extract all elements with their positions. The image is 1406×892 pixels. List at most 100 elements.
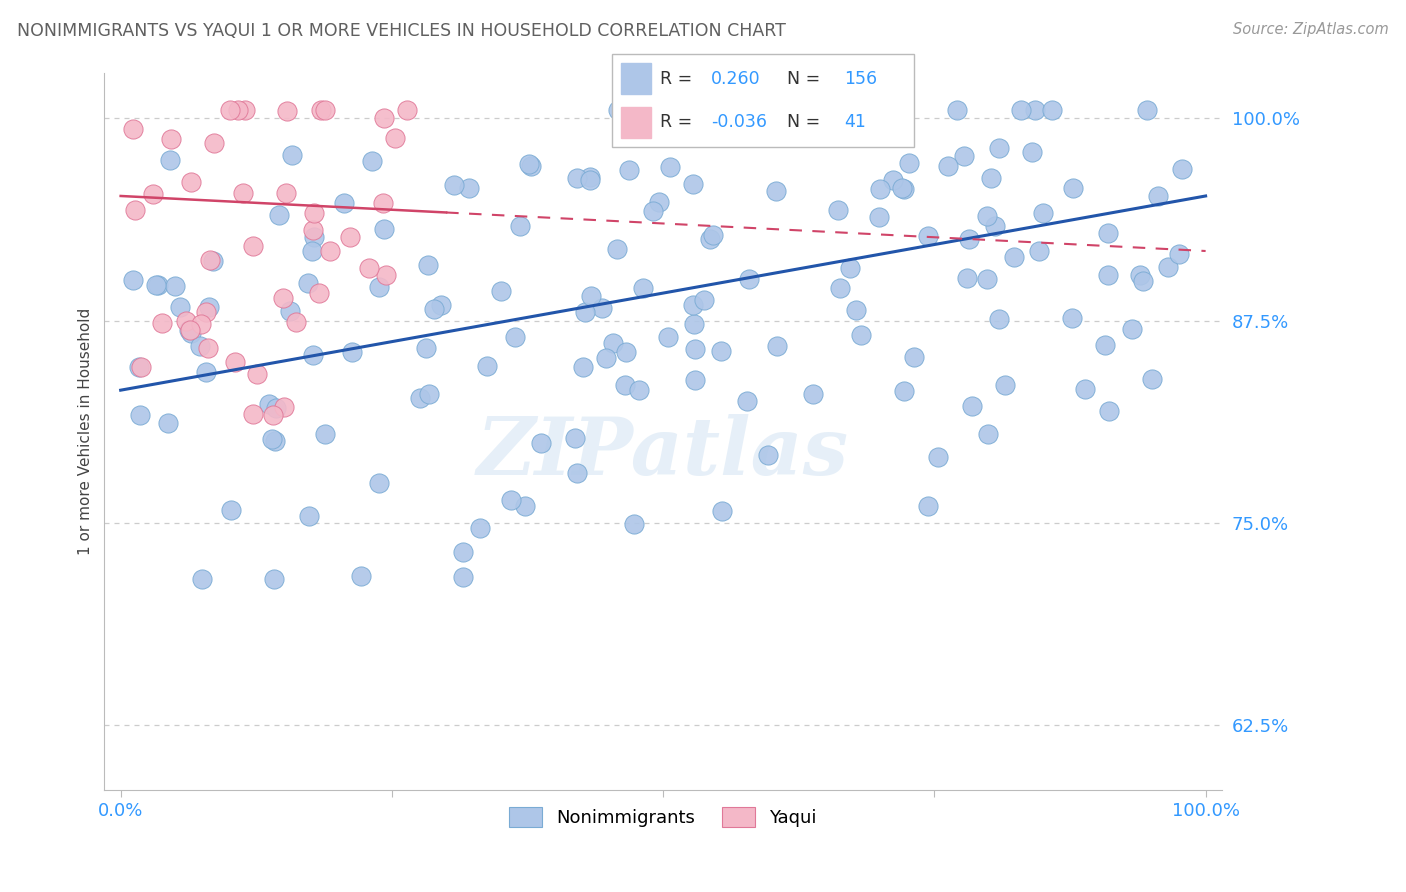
- Point: [614, 345, 637, 359]
- Point: [683, 342, 706, 356]
- Point: [658, 160, 681, 174]
- Point: [159, 153, 181, 168]
- Point: [297, 277, 319, 291]
- Point: [1002, 251, 1025, 265]
- Point: [418, 387, 440, 401]
- Point: [692, 293, 714, 308]
- Text: NONIMMIGRANTS VS YAQUI 1 OR MORE VEHICLES IN HOUSEHOLD CORRELATION CHART: NONIMMIGRANTS VS YAQUI 1 OR MORE VEHICLE…: [17, 22, 786, 40]
- Point: [169, 300, 191, 314]
- Point: [202, 253, 225, 268]
- Point: [984, 219, 1007, 234]
- Point: [980, 170, 1002, 185]
- Point: [683, 373, 706, 387]
- Point: [191, 572, 214, 586]
- Point: [839, 260, 862, 275]
- Point: [489, 284, 512, 298]
- Point: [180, 175, 202, 189]
- Point: [976, 426, 998, 441]
- Bar: [620, 63, 651, 94]
- Point: [682, 177, 704, 191]
- Point: [513, 500, 536, 514]
- Point: [773, 120, 796, 135]
- Legend: Nonimmigrants, Yaqui: Nonimmigrants, Yaqui: [502, 799, 824, 835]
- Point: [1129, 268, 1152, 282]
- Point: [530, 436, 553, 450]
- Point: [631, 281, 654, 295]
- Point: [849, 328, 872, 343]
- Point: [657, 330, 679, 344]
- Point: [976, 272, 998, 286]
- Point: [1028, 244, 1050, 258]
- Text: 0.260: 0.260: [711, 70, 761, 87]
- Point: [1140, 372, 1163, 386]
- Point: [246, 367, 269, 381]
- Point: [262, 408, 284, 422]
- Point: [765, 339, 787, 353]
- Point: [190, 317, 212, 331]
- Point: [828, 103, 851, 118]
- Point: [298, 509, 321, 524]
- Point: [267, 208, 290, 222]
- Point: [194, 365, 217, 379]
- Point: [276, 103, 298, 118]
- Point: [263, 572, 285, 586]
- Point: [302, 348, 325, 362]
- Point: [122, 121, 145, 136]
- Point: [682, 297, 704, 311]
- Point: [893, 182, 915, 196]
- Point: [845, 302, 868, 317]
- Point: [179, 323, 201, 337]
- Point: [264, 401, 287, 416]
- Point: [409, 391, 432, 405]
- Point: [226, 103, 249, 118]
- Point: [1010, 103, 1032, 118]
- Point: [443, 178, 465, 192]
- Point: [416, 258, 439, 272]
- Point: [145, 278, 167, 293]
- Point: [953, 149, 976, 163]
- Point: [423, 302, 446, 317]
- Point: [835, 103, 858, 118]
- Point: [318, 244, 340, 259]
- Point: [946, 103, 969, 118]
- Point: [242, 239, 264, 253]
- Text: 41: 41: [845, 113, 866, 131]
- Point: [314, 427, 336, 442]
- Point: [302, 206, 325, 220]
- Point: [284, 315, 307, 329]
- Point: [647, 195, 669, 210]
- Point: [893, 384, 915, 399]
- Point: [148, 278, 170, 293]
- Point: [302, 229, 325, 244]
- Point: [509, 219, 531, 233]
- Point: [735, 393, 758, 408]
- Point: [224, 355, 246, 369]
- Point: [927, 450, 949, 464]
- Point: [198, 252, 221, 267]
- Point: [1132, 274, 1154, 288]
- Point: [374, 268, 396, 283]
- Point: [165, 279, 187, 293]
- Text: 156: 156: [845, 70, 877, 87]
- Point: [451, 570, 474, 584]
- Point: [565, 170, 588, 185]
- Point: [1094, 337, 1116, 351]
- Point: [340, 344, 363, 359]
- Point: [591, 301, 613, 315]
- Point: [903, 351, 925, 365]
- Point: [332, 195, 354, 210]
- Text: Source: ZipAtlas.com: Source: ZipAtlas.com: [1233, 22, 1389, 37]
- Point: [606, 103, 628, 118]
- Point: [617, 103, 640, 118]
- Point: [827, 203, 849, 218]
- Point: [457, 180, 479, 194]
- Point: [278, 304, 301, 318]
- Point: [197, 341, 219, 355]
- Point: [699, 232, 721, 246]
- Point: [263, 434, 285, 448]
- Point: [142, 187, 165, 202]
- Point: [738, 272, 761, 286]
- Point: [897, 156, 920, 170]
- Point: [219, 503, 242, 517]
- Point: [309, 103, 332, 118]
